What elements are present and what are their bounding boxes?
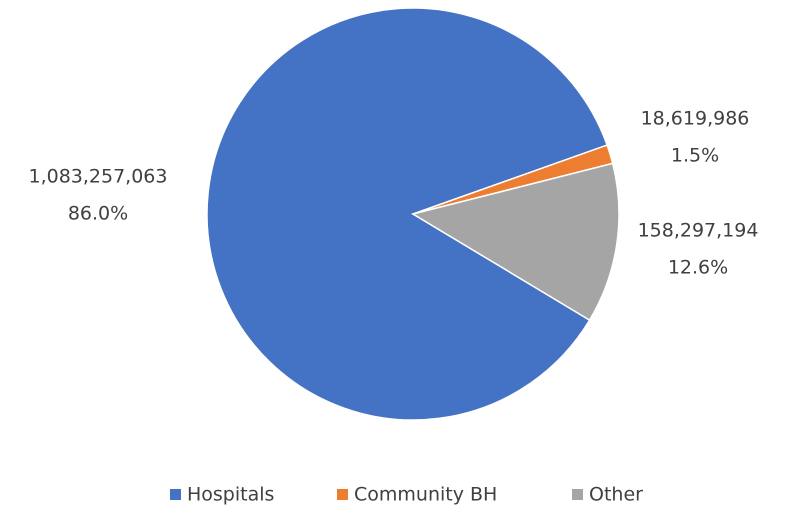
- legend-marker: [170, 489, 181, 500]
- pie-slice: [411, 162, 620, 322]
- legend-label: Community BH: [354, 484, 497, 506]
- percent-label: 86.0%: [68, 203, 128, 225]
- data-label: 18,619,986: [641, 108, 750, 130]
- data-label: 1,083,257,063: [28, 166, 167, 188]
- legend-label: Hospitals: [187, 484, 274, 506]
- percent-label: 1.5%: [671, 145, 719, 167]
- legend-marker: [572, 489, 583, 500]
- percent-label: 12.6%: [668, 257, 728, 279]
- legend-label: Other: [589, 484, 643, 506]
- data-label: 158,297,194: [638, 220, 759, 242]
- legend-marker: [337, 489, 348, 500]
- pie-slice: [206, 7, 609, 421]
